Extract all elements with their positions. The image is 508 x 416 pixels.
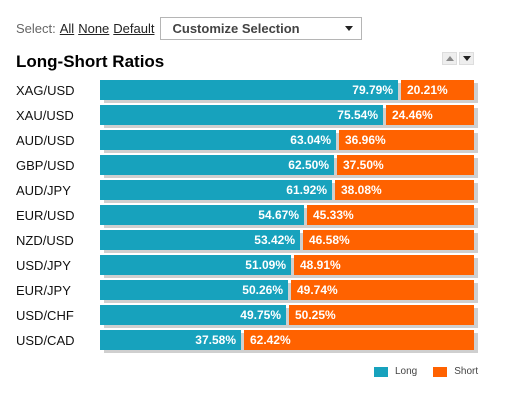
- ratio-row: AUD/JPY 61.92% 38.08%: [16, 178, 478, 203]
- currency-pair-label: USD/CHF: [16, 308, 74, 323]
- ratio-row: EUR/USD 54.67% 45.33%: [16, 203, 478, 228]
- select-bar: Select: All None Default Customize Selec…: [16, 16, 363, 40]
- select-default-link[interactable]: Default: [113, 20, 155, 36]
- currency-pair-label: XAU/USD: [16, 108, 74, 123]
- arrow-down-icon: [462, 56, 471, 61]
- long-bar: 63.04%: [100, 130, 336, 150]
- ratio-row: EUR/JPY 50.26% 49.74%: [16, 278, 478, 303]
- legend-label-short: Short: [454, 366, 479, 377]
- short-bar: 50.25%: [289, 305, 474, 325]
- currency-pair-label: EUR/JPY: [16, 283, 71, 298]
- short-bar: 37.50%: [337, 155, 474, 175]
- legend-swatch-long: [374, 366, 388, 377]
- select-all-link[interactable]: All: [59, 20, 75, 36]
- currency-pair-label: USD/JPY: [16, 258, 71, 273]
- ratio-bar: 50.26% 49.74%: [100, 280, 478, 303]
- sort-up-button[interactable]: [442, 52, 457, 65]
- ratio-bar: 75.54% 24.46%: [100, 105, 478, 128]
- short-bar: 46.58%: [303, 230, 474, 250]
- ratio-chart: XAG/USD 79.79% 20.21% XAU/USD 75.54% 24.46% AU…: [16, 78, 478, 353]
- long-bar: 61.92%: [100, 180, 332, 200]
- ratio-row: USD/CAD 37.58% 62.42%: [16, 328, 478, 353]
- long-bar: 51.09%: [100, 255, 291, 275]
- ratio-row: XAG/USD 79.79% 20.21%: [16, 78, 478, 103]
- legend-swatch-short: [433, 366, 448, 377]
- long-bar: 37.58%: [100, 330, 241, 350]
- short-bar: 48.91%: [294, 255, 474, 275]
- long-bar: 62.50%: [100, 155, 334, 175]
- ratio-bar: 49.75% 50.25%: [100, 305, 478, 328]
- ratio-bar: 62.50% 37.50%: [100, 155, 478, 178]
- ratio-row: GBP/USD 62.50% 37.50%: [16, 153, 478, 178]
- legend-item-short: Short: [433, 366, 478, 377]
- currency-pair-label: AUD/JPY: [16, 183, 71, 198]
- short-bar: 49.74%: [291, 280, 474, 300]
- arrow-up-icon: [445, 56, 454, 61]
- ratio-bar: 51.09% 48.91%: [100, 255, 478, 278]
- long-bar: 50.26%: [100, 280, 288, 300]
- currency-pair-label: GBP/USD: [16, 158, 75, 173]
- long-bar: 75.54%: [100, 105, 383, 125]
- ratio-row: USD/JPY 51.09% 48.91%: [16, 253, 478, 278]
- legend-item-long: Long: [374, 366, 417, 377]
- currency-pair-label: NZD/USD: [16, 233, 74, 248]
- short-bar: 20.21%: [401, 80, 474, 100]
- ratio-row: XAU/USD 75.54% 24.46%: [16, 103, 478, 128]
- ratio-row: USD/CHF 49.75% 50.25%: [16, 303, 478, 328]
- long-bar: 49.75%: [100, 305, 286, 325]
- currency-pair-label: EUR/USD: [16, 208, 75, 223]
- legend: Long Short: [374, 366, 494, 377]
- short-bar: 24.46%: [386, 105, 474, 125]
- ratio-bar: 79.79% 20.21%: [100, 80, 478, 103]
- ratio-row: AUD/USD 63.04% 36.96%: [16, 128, 478, 153]
- page-title: Long-Short Ratios: [16, 52, 165, 71]
- legend-label-long: Long: [395, 366, 418, 377]
- select-none-link[interactable]: None: [78, 20, 110, 36]
- currency-pair-label: AUD/USD: [16, 133, 75, 148]
- long-bar: 53.42%: [100, 230, 300, 250]
- short-bar: 62.42%: [244, 330, 474, 350]
- select-label: Select:: [16, 20, 56, 36]
- currency-pair-label: XAG/USD: [16, 83, 75, 98]
- long-bar: 79.79%: [100, 80, 398, 100]
- sort-controls: [442, 52, 474, 65]
- short-bar: 36.96%: [339, 130, 474, 150]
- short-bar: 45.33%: [307, 205, 474, 225]
- sort-down-button[interactable]: [459, 52, 474, 65]
- ratio-bar: 54.67% 45.33%: [100, 205, 478, 228]
- ratio-bar: 53.42% 46.58%: [100, 230, 478, 253]
- long-bar: 54.67%: [100, 205, 304, 225]
- ratio-row: NZD/USD 53.42% 46.58%: [16, 228, 478, 253]
- customize-selection-dropdown[interactable]: Customize Selection: [160, 16, 363, 40]
- ratio-bar: 63.04% 36.96%: [100, 130, 478, 153]
- currency-pair-label: USD/CAD: [16, 333, 75, 348]
- dropdown-value: Customize Selection: [172, 20, 300, 36]
- ratio-bar: 61.92% 38.08%: [100, 180, 478, 203]
- ratio-bar: 37.58% 62.42%: [100, 330, 478, 353]
- short-bar: 38.08%: [335, 180, 474, 200]
- chevron-down-icon: [345, 25, 354, 31]
